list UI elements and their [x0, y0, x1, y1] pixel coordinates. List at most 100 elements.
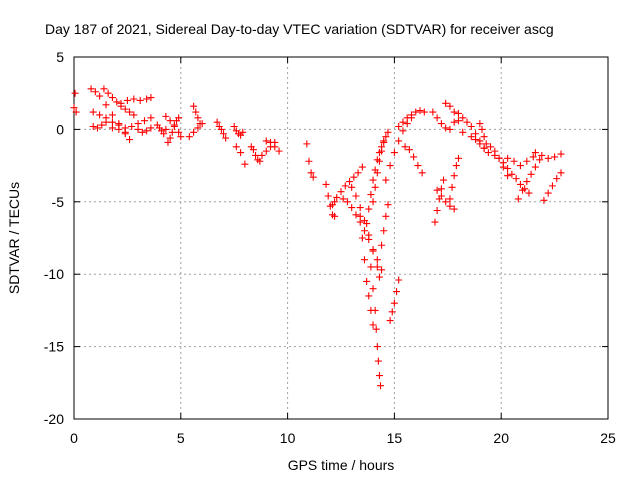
data-point: [121, 105, 129, 113]
series-arc-6: [89, 118, 129, 138]
series-arc-1: [70, 89, 80, 116]
data-point: [442, 124, 450, 132]
data-point: [102, 101, 110, 109]
data-point: [504, 164, 512, 172]
data-point: [190, 102, 198, 110]
data-point: [499, 159, 507, 167]
data-point: [140, 117, 148, 125]
data-point: [437, 192, 445, 200]
data-point: [553, 175, 561, 183]
data-point: [459, 114, 467, 122]
data-point: [138, 128, 146, 136]
data-point: [382, 176, 390, 184]
data-point: [358, 163, 366, 171]
data-point: [168, 128, 176, 136]
data-point: [463, 118, 471, 126]
data-point: [399, 118, 407, 126]
data-point: [416, 107, 424, 115]
data-point: [175, 128, 183, 136]
data-point: [166, 134, 174, 142]
data-point: [480, 133, 488, 141]
data-point: [512, 175, 520, 183]
data-point: [198, 120, 206, 128]
data-point: [531, 149, 539, 157]
series-arc-42: [491, 151, 533, 197]
data-point: [378, 147, 386, 155]
data-point: [337, 188, 345, 196]
data-point: [467, 133, 475, 141]
y-tick-label: -15: [44, 339, 64, 355]
data-point: [472, 136, 480, 144]
data-point: [134, 125, 142, 133]
data-point: [217, 125, 225, 133]
data-point: [508, 170, 516, 178]
data-point: [437, 120, 445, 128]
data-point: [93, 124, 101, 132]
x-tick-label: 25: [600, 430, 616, 446]
data-point: [143, 127, 151, 135]
data-point: [147, 124, 155, 132]
data-point: [433, 206, 441, 214]
data-point: [100, 85, 108, 93]
data-point: [420, 108, 428, 116]
data-point: [480, 144, 488, 152]
data-point: [252, 151, 260, 159]
data-point: [339, 195, 347, 203]
data-point: [170, 123, 178, 131]
data-point: [331, 212, 339, 220]
data-point: [446, 102, 454, 110]
series-arc-43: [504, 153, 537, 170]
data-point: [162, 112, 170, 120]
data-point: [523, 157, 531, 165]
data-point: [393, 288, 401, 296]
x-tick-label: 0: [70, 430, 78, 446]
y-tick-label: -10: [44, 266, 64, 282]
series-arc-32: [401, 143, 426, 177]
data-point: [390, 299, 398, 307]
y-axis-label: SDTVAR / TECUs: [6, 182, 22, 294]
data-point: [433, 114, 441, 122]
data-point: [491, 151, 499, 159]
series-arc-25: [367, 263, 385, 390]
data-point: [544, 154, 552, 162]
data-point: [177, 133, 185, 141]
data-point: [476, 140, 484, 148]
data-point: [551, 153, 559, 161]
data-point: [410, 153, 418, 161]
data-point: [382, 133, 390, 141]
data-point: [230, 123, 238, 131]
data-point: [516, 180, 524, 188]
data-point: [143, 95, 151, 103]
series-arc-38: [459, 114, 488, 152]
data-point: [437, 185, 445, 193]
data-point: [384, 128, 392, 136]
data-point: [373, 343, 381, 351]
data-point: [258, 151, 266, 159]
series-arc-10: [162, 112, 185, 141]
data-point: [450, 108, 458, 116]
data-point: [557, 150, 565, 158]
data-point: [147, 94, 155, 102]
data-point: [373, 263, 381, 271]
data-point: [262, 147, 270, 155]
data-point: [476, 120, 484, 128]
data-point: [241, 160, 249, 168]
data-point: [369, 321, 377, 329]
data-point: [375, 372, 383, 380]
data-point: [360, 256, 368, 264]
series-arc-9: [164, 114, 183, 146]
series-arc-44: [514, 156, 544, 203]
data-point: [363, 277, 371, 285]
series-arc-31: [395, 107, 428, 131]
series-arc-14: [230, 123, 247, 139]
data-point: [365, 205, 373, 213]
data-point: [126, 136, 134, 144]
data-point: [126, 108, 134, 116]
data-point: [527, 170, 535, 178]
data-point: [414, 162, 422, 170]
grid: [74, 57, 608, 419]
data-point: [160, 130, 168, 138]
series-arc-46: [540, 169, 565, 204]
series-arc-39: [467, 133, 492, 157]
